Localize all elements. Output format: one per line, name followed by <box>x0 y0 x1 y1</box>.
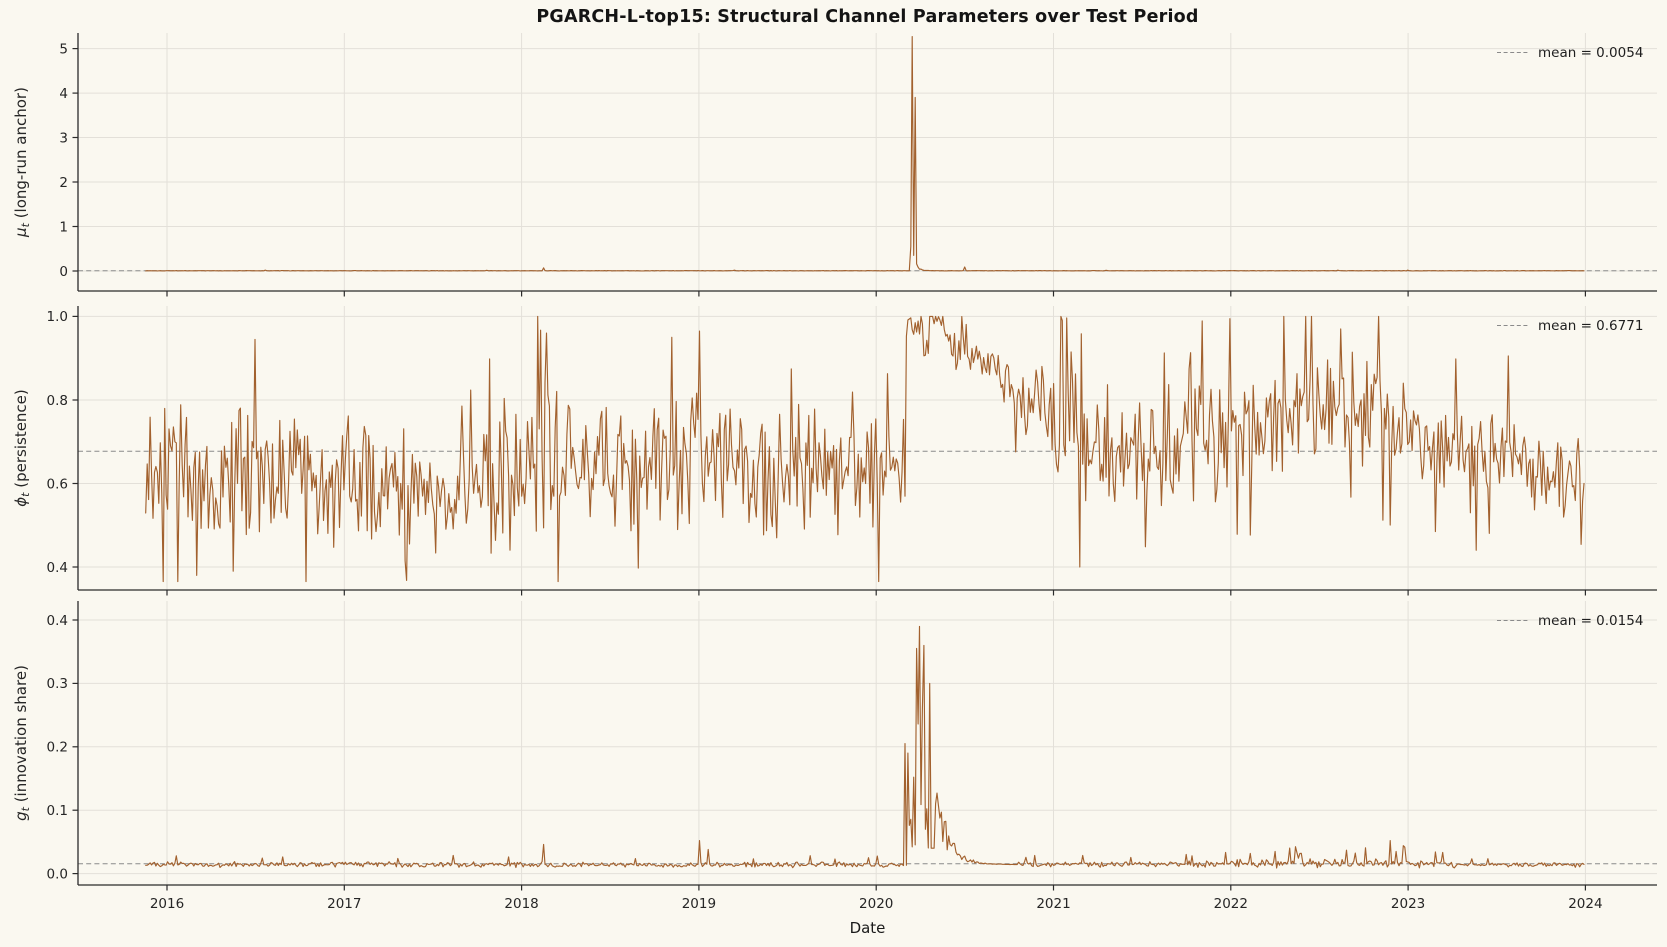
grid-phi <box>78 306 1657 590</box>
y-tick-label-g: 0.3 <box>47 676 68 692</box>
legend-label-phi: mean = 0.6771 <box>1538 318 1643 334</box>
ticks-g <box>72 619 1587 891</box>
x-axis: 2016 2017 2018 2019 2020 2021 2022 2023 2024 Date <box>150 896 1603 937</box>
y-axis-label-phi: ϕt (persistence) <box>12 389 32 507</box>
y-tick-label-g: 0.1 <box>47 803 68 819</box>
y-tick-label-phi: 0.8 <box>47 393 68 409</box>
legend-label-mu: mean = 0.0054 <box>1538 45 1643 61</box>
ticks-phi <box>72 315 1587 596</box>
y-tick-label-g: 0.4 <box>47 613 68 629</box>
series-line-g <box>145 625 1585 869</box>
chart-title: PGARCH-L-top15: Structural Channel Param… <box>536 7 1199 27</box>
y-axis-label-mu: μt (long-run anchor) <box>12 87 32 238</box>
series-line-phi <box>145 315 1585 583</box>
x-tick-label: 2018 <box>504 896 538 912</box>
x-tick-label: 2017 <box>327 896 361 912</box>
grid-g <box>78 601 1657 885</box>
y-tick-label-phi: 1.0 <box>47 309 68 325</box>
x-tick-label: 2020 <box>859 896 893 912</box>
y-tick-label-mu: 3 <box>59 130 68 146</box>
y-tick-label-mu: 4 <box>59 86 68 102</box>
panel-g: 0.0 0.1 0.2 0.3 0.4 gt (innovation share) mean… <box>12 601 1657 891</box>
y-tick-label-g: 0.2 <box>47 740 68 756</box>
y-tick-label-phi: 0.6 <box>47 476 68 492</box>
x-tick-label: 2024 <box>1568 896 1602 912</box>
y-tick-label-mu: 0 <box>59 264 68 280</box>
panel-mu: 0 1 2 3 4 5 μt (long-run anchor) mean = 0.0054 <box>12 33 1657 297</box>
x-tick-label: 2023 <box>1391 896 1425 912</box>
x-tick-label: 2016 <box>150 896 184 912</box>
grid-mu <box>78 33 1657 291</box>
panel-phi: 0.4 0.6 0.8 1.0 ϕt (persistence) mean = 0.677… <box>12 306 1657 596</box>
y-axis-label-g: gt (innovation share) <box>12 665 32 821</box>
x-tick-label: 2022 <box>1214 896 1248 912</box>
y-tick-label-mu: 5 <box>59 41 68 57</box>
x-tick-label: 2019 <box>682 896 716 912</box>
y-tick-label-mu: 2 <box>59 175 68 191</box>
legend-label-g: mean = 0.0154 <box>1538 613 1643 629</box>
series-line-mu <box>145 36 1585 272</box>
y-tick-label-g: 0.0 <box>47 866 68 882</box>
x-axis-label: Date <box>850 919 886 937</box>
ticks-mu <box>72 47 1587 297</box>
y-tick-label-phi: 0.4 <box>47 560 68 576</box>
y-tick-label-mu: 1 <box>59 219 68 235</box>
x-tick-label: 2021 <box>1036 896 1070 912</box>
